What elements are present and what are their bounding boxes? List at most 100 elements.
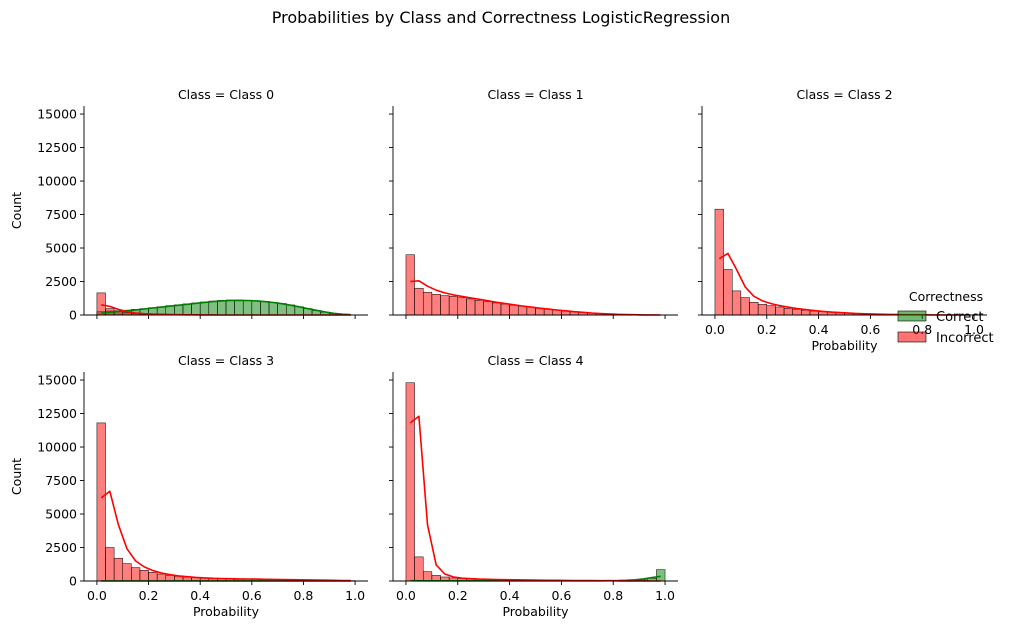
correct-bar xyxy=(251,300,261,316)
correct-bar xyxy=(199,301,210,316)
facet-grid: Class = Class 0 0 2500 5000 7500 10000 12500 15… xyxy=(9,87,987,619)
incorrect-bar xyxy=(405,254,415,316)
figure-title: Probabilities by Class and Correctness L… xyxy=(272,8,730,27)
incorrect-bar xyxy=(783,308,793,316)
y-tick-label: 15000 xyxy=(37,107,77,122)
y-axis-label: Count xyxy=(9,458,24,495)
x-tick-label: 1.0 xyxy=(655,588,675,603)
y-tick-label: 2500 xyxy=(45,274,77,289)
legend-label-correct: Correct xyxy=(936,310,983,325)
correct-bar xyxy=(260,301,270,316)
incorrect-bar xyxy=(122,563,132,582)
x-axis-label: Probability xyxy=(193,604,260,619)
x-tick-label: 1.0 xyxy=(345,588,365,603)
incorrect-bar xyxy=(801,309,811,316)
incorrect-bar xyxy=(422,571,433,582)
x-axis-label: Probability xyxy=(811,338,878,353)
correct-bar xyxy=(217,300,227,316)
y-tick-label: 5000 xyxy=(45,507,77,522)
correct-bar xyxy=(268,302,278,316)
x-axis-label: Probability xyxy=(502,604,569,619)
facet-title: Class = Class 2 xyxy=(796,87,892,102)
incorrect-kde-line xyxy=(409,415,661,582)
y-tick-label: 0 xyxy=(69,308,77,323)
legend: Correctness Correct Incorrect xyxy=(897,289,994,346)
correct-bar xyxy=(182,303,192,316)
correct-bar xyxy=(242,300,253,316)
x-tick-label: 0.4 xyxy=(500,588,520,603)
facet-0: Class = Class 0 0 2500 5000 7500 10000 12500 15… xyxy=(9,87,368,323)
correct-bar xyxy=(208,300,218,316)
y-tick-label: 12500 xyxy=(37,140,77,155)
incorrect-bar xyxy=(492,302,502,316)
y-tick-label: 10000 xyxy=(37,174,77,189)
incorrect-bar xyxy=(96,292,106,316)
incorrect-bar xyxy=(749,302,759,316)
x-tick-label: 0.6 xyxy=(242,588,262,603)
incorrect-bar xyxy=(714,208,724,316)
incorrect-bar xyxy=(723,269,733,316)
incorrect-bar xyxy=(422,291,433,316)
incorrect-bar xyxy=(156,573,167,582)
incorrect-bar xyxy=(414,287,424,316)
correct-bar xyxy=(234,299,244,316)
incorrect-bar xyxy=(105,547,115,582)
incorrect-kde-line xyxy=(410,279,661,316)
incorrect-bar xyxy=(775,306,785,316)
y-tick-label: 2500 xyxy=(45,540,77,555)
facet-title: Class = Class 0 xyxy=(178,87,274,102)
x-tick-label: 1.0 xyxy=(964,322,984,337)
facet-title: Class = Class 3 xyxy=(178,353,274,368)
incorrect-bar xyxy=(139,570,149,582)
legend-label-incorrect: Incorrect xyxy=(936,331,994,346)
facet-3: Class = Class 3 0 2500 5000 7500 10000 12500 15… xyxy=(9,353,368,619)
incorrect-bar xyxy=(113,557,123,582)
legend-swatch-correct xyxy=(897,310,927,322)
incorrect-bar xyxy=(517,305,528,316)
legend-title: Correctness xyxy=(909,289,983,304)
x-tick-label: 0.8 xyxy=(603,588,623,603)
incorrect-bar xyxy=(474,300,484,316)
incorrect-kde-line xyxy=(100,490,351,582)
incorrect-bar xyxy=(148,572,158,582)
x-tick-label: 0.2 xyxy=(448,588,468,603)
incorrect-bar xyxy=(509,304,519,316)
correct-bar xyxy=(656,569,666,582)
correct-bar xyxy=(225,299,235,316)
facet-1: Class = Class 1 xyxy=(389,87,678,319)
facet-title: Class = Class 4 xyxy=(487,353,583,368)
y-tick-label: 7500 xyxy=(45,473,77,488)
x-tick-label: 0.0 xyxy=(396,588,416,603)
incorrect-bar xyxy=(414,556,424,582)
incorrect-bar xyxy=(740,297,750,316)
incorrect-bar xyxy=(731,290,742,316)
y-tick-label: 7500 xyxy=(45,207,77,222)
y-tick-label: 15000 xyxy=(37,373,77,388)
facet-title: Class = Class 1 xyxy=(487,87,583,102)
x-tick-label: 0.2 xyxy=(757,322,777,337)
correct-kde-line xyxy=(101,299,351,316)
y-axis-label: Count xyxy=(9,192,24,229)
x-tick-label: 0.4 xyxy=(190,588,210,603)
incorrect-bar xyxy=(757,304,768,316)
x-tick-label: 0.6 xyxy=(551,588,571,603)
incorrect-bar xyxy=(457,297,467,316)
incorrect-bar xyxy=(431,293,441,316)
facet-4: Class = Class 4 0.0 0.2 0.4 0.6 0.8 1.0 Probabi… xyxy=(389,353,678,619)
incorrect-bar xyxy=(483,301,493,316)
incorrect-bar xyxy=(792,309,802,316)
legend-swatch-incorrect xyxy=(897,331,927,343)
x-tick-label: 0.0 xyxy=(87,588,107,603)
incorrect-bar xyxy=(440,295,450,316)
y-tick-label: 0 xyxy=(69,574,77,589)
correct-bar xyxy=(277,303,287,316)
x-tick-label: 0.0 xyxy=(705,322,725,337)
incorrect-bar xyxy=(96,422,106,582)
y-tick-label: 10000 xyxy=(37,440,77,455)
correct-bar xyxy=(191,302,201,316)
incorrect-bar xyxy=(405,382,415,582)
y-tick-label: 5000 xyxy=(45,241,77,256)
x-tick-label: 0.6 xyxy=(860,322,880,337)
incorrect-bar xyxy=(766,305,776,316)
